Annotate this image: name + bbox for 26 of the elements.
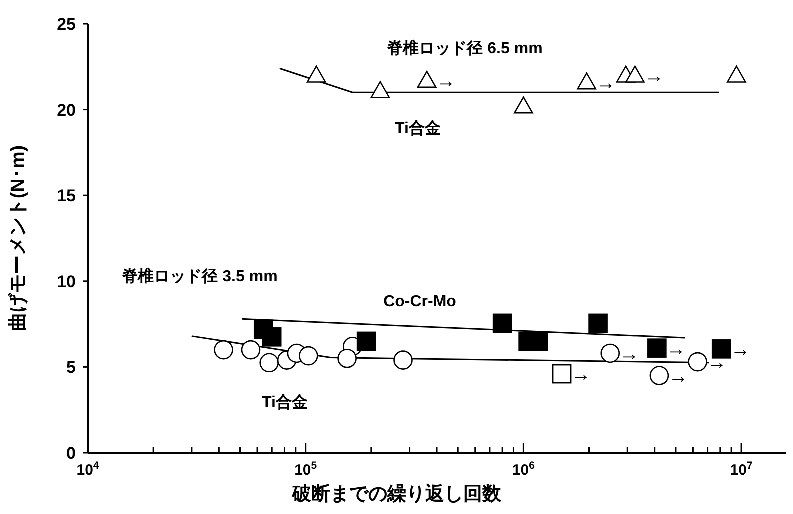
- y-tick-label: 15: [57, 186, 76, 206]
- annotation: →: [619, 343, 640, 366]
- annotation: Co-Cr-Mo: [384, 294, 457, 311]
- annotation: →: [436, 70, 456, 93]
- annotation: Ti合金: [262, 394, 308, 412]
- annotation: →: [644, 65, 664, 88]
- annotation: →: [706, 352, 727, 374]
- y-tick-label: 0: [66, 444, 76, 463]
- y-tick-label: 10: [57, 272, 76, 292]
- x-axis-title: 破断までの繰り返し回数: [292, 483, 502, 505]
- annotation: →: [730, 339, 751, 362]
- annotation: Ti合金: [395, 120, 441, 138]
- annotation: →: [668, 366, 688, 388]
- y-tick-label: 5: [66, 358, 76, 378]
- y-axis-title: 曲げモーメント(N･m): [7, 145, 29, 332]
- annotation: 脊椎ロッド径 3.5 mm: [122, 268, 278, 286]
- annotation: →: [571, 364, 592, 386]
- y-tick-label: 20: [57, 100, 76, 120]
- x-tick-label: 10$^{7}$: [730, 460, 753, 479]
- annotation: →: [596, 72, 616, 94]
- y-tick-label: 25: [57, 14, 76, 34]
- x-tick-label: 10$^{4}$: [76, 460, 100, 479]
- annotation: →: [666, 338, 686, 360]
- annotation: 脊椎ロッド径 6.5 mm: [387, 40, 543, 58]
- x-tick-label: 10$^{5}$: [294, 460, 318, 479]
- x-tick-label: 10$^{6}$: [512, 460, 536, 479]
